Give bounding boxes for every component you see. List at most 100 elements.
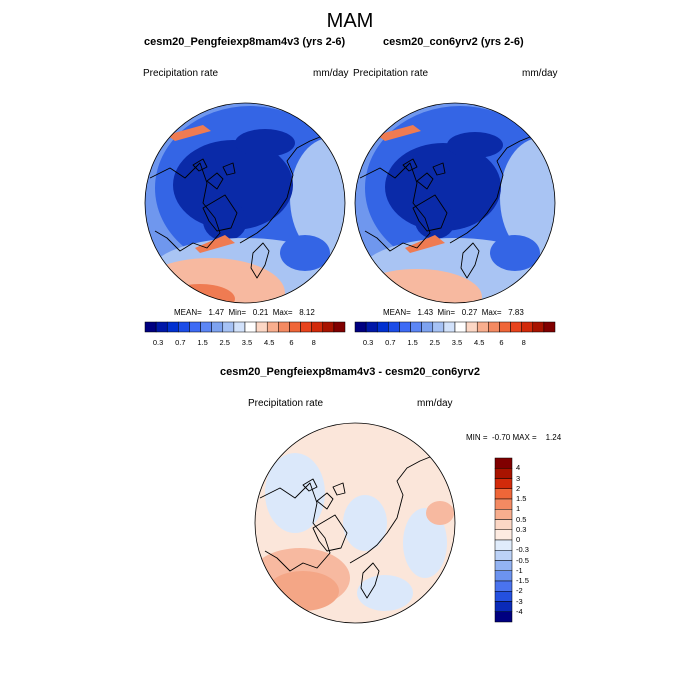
panel3-variable-label: Precipitation rate [248, 398, 324, 409]
colorbar-swatch [494, 550, 513, 561]
colorbar-tick-label: 8 [311, 338, 316, 347]
panel1-coastline-arctic-islands [192, 158, 236, 190]
panel1-title: cesm20_Pengfeiexp8mam4v3 (yrs 2-6) [144, 36, 346, 48]
colorbar-swatch [494, 478, 513, 489]
colorbar-tick-label: 4.5 [474, 338, 485, 347]
panel1-max-value: 8.12 [299, 308, 315, 317]
panel2-mean-label: MEAN= [383, 308, 411, 317]
panel1-field-mid-se [280, 235, 330, 271]
colorbar-swatch [144, 321, 157, 333]
colorbar-swatch [494, 580, 513, 592]
panel1-min-value: 0.21 [252, 308, 269, 317]
panel2-storm-track-east [405, 235, 445, 253]
panel2-min-value: 0.27 [461, 308, 478, 317]
colorbar-swatch [494, 498, 513, 510]
colorbar-tick-label: 8 [521, 338, 526, 347]
colorbar-tick-label: 3.5 [241, 338, 253, 347]
colorbar-swatch [521, 321, 534, 333]
panel1-storm-track-west [167, 125, 211, 141]
colorbar-swatch [494, 529, 513, 541]
panel3-field-pale-blue-center [343, 495, 387, 551]
colorbar-tick-label: -1 [516, 565, 523, 575]
colorbar-swatch [178, 321, 190, 333]
panel2-max-value: 7.83 [508, 308, 524, 317]
colorbar-tick-label: 3.5 [451, 338, 463, 347]
panel3-units-label: mm/day [417, 398, 453, 409]
panel3-stats: MIN = -0.70 MAX = 1.24 [466, 433, 562, 442]
panel2-coastline-scandinavia [460, 242, 480, 279]
panel3-field-pale-blue-south [357, 575, 413, 611]
panel3-title: cesm20_Pengfeiexp8mam4v3 - cesm20_con6yr… [220, 366, 480, 378]
colorbar-swatch [166, 321, 179, 333]
colorbar-tick-label: 1.5 [197, 338, 208, 347]
panel3-colorbar-labels: 4 3 2 1.5 1 0.5 0.3 0 -0.3 -0.5 -1 -1.5 -2 -3 -4 [516, 458, 556, 622]
colorbar-tick-label: -0.3 [516, 545, 529, 555]
colorbar-tick-label: 6 [499, 338, 504, 347]
panel2-coastline-greenland [412, 194, 448, 232]
colorbar-tick-label: -1.5 [516, 576, 529, 585]
colorbar-swatch [255, 321, 268, 333]
colorbar-swatch [322, 321, 335, 333]
colorbar-swatch [532, 321, 545, 333]
colorbar-swatch [494, 601, 513, 612]
colorbar-tick-label: 1.5 [407, 338, 418, 347]
colorbar-tick-label: 4.5 [264, 338, 275, 347]
colorbar-tick-label: 0.5 [516, 514, 527, 524]
figure-title: MAM [326, 10, 374, 32]
colorbar-swatch [311, 321, 324, 333]
panel2-map [354, 102, 556, 304]
colorbar-swatch [494, 509, 513, 520]
panel1-map-border [144, 102, 346, 304]
colorbar-swatch [200, 321, 212, 333]
panel3-map [254, 422, 456, 624]
colorbar-tick-label: 0 [516, 535, 521, 544]
colorbar-swatch [494, 539, 513, 551]
colorbar-swatch [155, 321, 168, 333]
colorbar-tick-label: 3 [516, 473, 521, 483]
colorbar-tick-label: 6 [289, 338, 294, 347]
colorbar-tick-label: 1 [516, 504, 521, 514]
panel1-max-label: Max= [272, 308, 293, 317]
colorbar-tick-label: 1.5 [516, 494, 527, 503]
colorbar-tick-label: 0.3 [362, 338, 374, 347]
panel2-storm-track-west [377, 125, 421, 141]
colorbar-swatch [354, 321, 367, 333]
colorbar-tick-label: 4 [516, 463, 521, 473]
panel2-field-deep-core [385, 143, 501, 231]
colorbar-swatch [494, 560, 513, 571]
colorbar-swatch [333, 321, 346, 333]
colorbar-swatch [494, 611, 513, 623]
panel1-map [144, 102, 346, 304]
panel2-units-label: mm/day [522, 68, 558, 79]
panel2-stats: MEAN= 1.43 Min= 0.27 Max= 7.83 [383, 308, 524, 317]
panel2-variable-label: Precipitation rate [353, 68, 429, 79]
colorbar-swatch [488, 321, 500, 333]
panel1-colorbar-labels: 0.3 0.7 1.5 2.5 3.5 4.5 6 8 [145, 338, 345, 348]
colorbar-swatch [222, 321, 235, 333]
colorbar-swatch [266, 321, 279, 333]
colorbar-tick-label: 0.7 [385, 338, 396, 347]
colorbar-swatch [494, 570, 513, 582]
colorbar-tick-label: -3 [516, 596, 523, 606]
colorbar-tick-label: 0.3 [152, 338, 164, 347]
colorbar-tick-label: 0.3 [516, 524, 527, 534]
panel2-colorbar-labels: 0.3 0.7 1.5 2.5 3.5 4.5 6 8 [355, 338, 555, 348]
panel1-mean-label: MEAN= [174, 308, 202, 317]
panel3-field-salmon-east [426, 501, 454, 525]
colorbar-swatch [465, 321, 478, 333]
panel1-storm-track-east [195, 235, 235, 253]
colorbar-swatch [189, 321, 201, 333]
panel1-variable-label: Precipitation rate [143, 68, 219, 79]
panel3-field-pale-blue-east [403, 508, 447, 578]
panel1-coastline-north-america [149, 162, 221, 252]
panel3-field-pale-blue-west [265, 453, 325, 533]
panel3-field-orange-sw [267, 571, 339, 611]
panel2-field-pale-east [500, 138, 555, 258]
colorbar-swatch [289, 321, 301, 333]
colorbar-swatch [454, 321, 467, 333]
panel2-min-label: Min= [437, 308, 456, 317]
panel3-coastline-greenland [312, 514, 348, 552]
panel2-map-border [354, 102, 556, 304]
panel1-stats: MEAN= 1.47 Min= 0.21 Max= 8.12 [174, 308, 315, 317]
colorbar-swatch [365, 321, 378, 333]
